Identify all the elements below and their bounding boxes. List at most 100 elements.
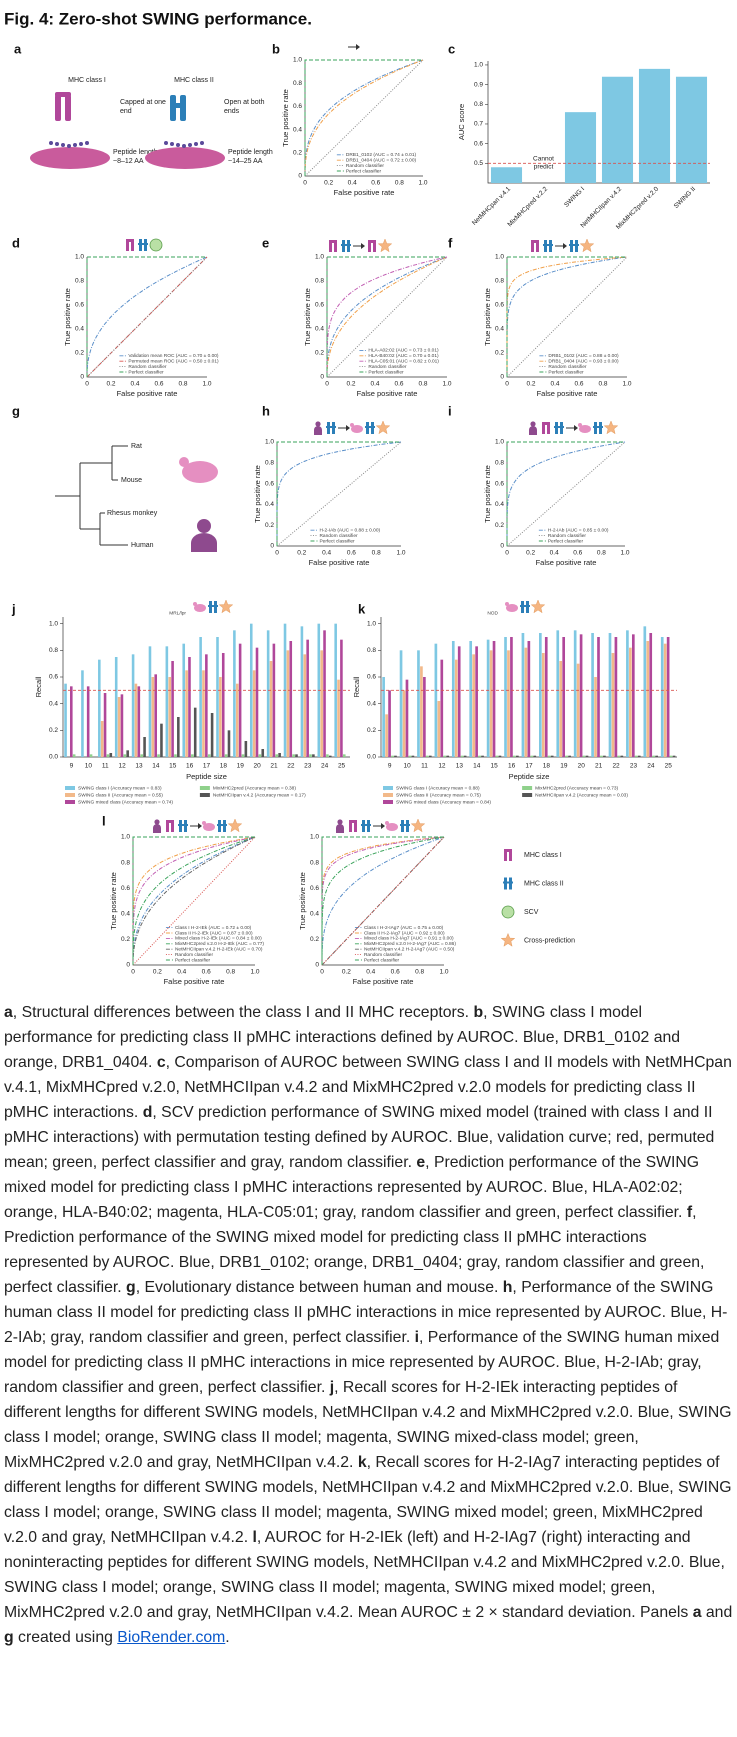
x-tick-label: 0 — [320, 969, 324, 976]
legend-label: Random classifier — [364, 952, 403, 958]
caption-text: , Structural differences between the cla… — [12, 1004, 474, 1021]
caption-text: , Prediction performance of the SWING mi… — [4, 1204, 705, 1296]
peptide-bead — [182, 144, 186, 148]
x-tick-label: 1.0 — [250, 969, 259, 976]
star-icon — [603, 420, 619, 435]
caption-text: g — [126, 1279, 136, 1296]
legend-label: SWING mixed class (Accuracy mean = 0.84) — [396, 799, 491, 805]
y-tick-label: 1.0 — [367, 620, 376, 627]
bar — [490, 167, 523, 183]
peptide-bead — [73, 143, 77, 147]
y-tick-label: 0.4 — [495, 326, 504, 333]
bar — [446, 755, 450, 757]
legend-label: Random classifier — [319, 533, 358, 539]
bar — [637, 755, 641, 757]
roc-curve — [276, 441, 402, 546]
x-tick-label: 1.0 — [622, 381, 631, 388]
star-icon — [579, 238, 595, 253]
legend-label: HLA-C05:01 (AUC = 0.82 ± 0.01) — [368, 358, 439, 364]
x-tick-label: 12 — [118, 763, 126, 770]
y-tick-label: 0.4 — [293, 126, 302, 133]
caption-text: k — [357, 1454, 367, 1471]
roc-curve — [506, 256, 628, 378]
y-tick-label: 0.5 — [474, 160, 483, 167]
bar — [292, 754, 295, 757]
x-axis-label: False positive rate — [164, 977, 225, 986]
bar — [516, 755, 519, 757]
arrow-icon — [346, 425, 350, 431]
roc-curve — [132, 836, 255, 965]
mhc2-icon — [217, 824, 227, 826]
human-icon — [336, 824, 344, 833]
legend-label: Perfect classifier — [368, 369, 404, 375]
y-tick-label: 0.0 — [367, 754, 376, 761]
caption-text: a — [692, 1604, 702, 1621]
legend-swatch — [199, 786, 210, 790]
star-icon — [375, 420, 391, 435]
peptide-note: Peptide length — [113, 149, 158, 156]
bar — [405, 679, 409, 757]
bar — [492, 641, 496, 757]
x-tick-label: 0.2 — [106, 381, 115, 388]
x-tick-label: 0.8 — [415, 969, 424, 976]
mhc1-icon — [504, 849, 507, 861]
bar — [340, 639, 343, 757]
bar — [614, 637, 618, 757]
bar — [151, 677, 155, 757]
peptide-bead — [85, 141, 89, 145]
x-tick-label: 0.6 — [574, 381, 583, 388]
mhc1-icon — [166, 820, 169, 832]
bar — [244, 741, 248, 757]
mhc1-icon — [509, 849, 512, 861]
roc-curve — [326, 256, 448, 377]
bar — [385, 714, 388, 757]
panel-letter: c — [448, 41, 455, 56]
roc-curve — [276, 441, 401, 546]
bar — [495, 755, 499, 757]
y-tick-label: 0 — [500, 543, 504, 550]
bar — [394, 755, 397, 757]
bar — [114, 657, 118, 757]
x-axis-label: False positive rate — [117, 389, 178, 398]
mhc1-icon — [334, 240, 337, 252]
legend-label: SCV — [524, 909, 539, 916]
y-tick-label: 0 — [126, 962, 130, 969]
bar — [669, 755, 673, 757]
bar — [258, 754, 262, 757]
caption-link[interactable]: BioRender.com — [117, 1629, 226, 1646]
bar — [524, 647, 528, 757]
roc-curve — [321, 836, 445, 965]
bar — [620, 755, 624, 757]
y-tick-label: 1.0 — [49, 620, 58, 627]
x-tick-label: 0.2 — [324, 180, 333, 187]
bar — [399, 650, 403, 757]
bar — [312, 754, 315, 757]
mouse-icon — [578, 423, 582, 427]
x-tick-label: MixMHCpred v.2.2 — [506, 185, 549, 228]
bar — [120, 694, 124, 757]
bar — [154, 674, 158, 757]
human-icon — [154, 819, 160, 825]
bar — [241, 754, 245, 757]
bar — [426, 755, 429, 757]
y-tick-label: 1.0 — [495, 254, 504, 261]
bar — [486, 639, 490, 757]
bar — [388, 690, 391, 757]
panel-letter: h — [262, 403, 270, 418]
x-tick-label: 16 — [508, 763, 516, 770]
caption-text: , Performance of the SWING human class I… — [4, 1279, 728, 1346]
bar — [472, 654, 475, 757]
x-tick-label: 0.8 — [418, 381, 427, 388]
y-axis-label: True positive rate — [483, 288, 492, 346]
y-tick-label: 0.8 — [495, 460, 504, 467]
bar — [672, 755, 676, 757]
bar — [238, 643, 242, 757]
bar — [224, 754, 228, 757]
bar — [565, 755, 568, 757]
roc-curve — [132, 836, 256, 965]
star-icon — [500, 932, 516, 947]
mhc2-icon — [593, 426, 603, 428]
mouse-icon — [351, 425, 363, 433]
peptide-bead — [49, 141, 53, 145]
